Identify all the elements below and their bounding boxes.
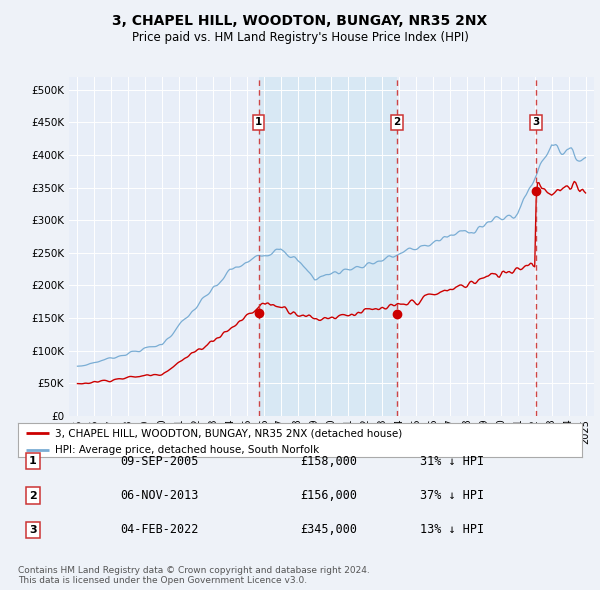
Text: 04-FEB-2022: 04-FEB-2022 <box>120 523 199 536</box>
Text: 1: 1 <box>29 457 37 466</box>
Text: 06-NOV-2013: 06-NOV-2013 <box>120 489 199 502</box>
Text: 3: 3 <box>533 117 540 127</box>
Text: Price paid vs. HM Land Registry's House Price Index (HPI): Price paid vs. HM Land Registry's House … <box>131 31 469 44</box>
Text: 31% ↓ HPI: 31% ↓ HPI <box>420 455 484 468</box>
Bar <box>259 77 397 416</box>
Text: Contains HM Land Registry data © Crown copyright and database right 2024.
This d: Contains HM Land Registry data © Crown c… <box>18 566 370 585</box>
Text: 09-SEP-2005: 09-SEP-2005 <box>120 455 199 468</box>
Text: 13% ↓ HPI: 13% ↓ HPI <box>420 523 484 536</box>
Text: 2: 2 <box>393 117 400 127</box>
Text: 1: 1 <box>255 117 262 127</box>
Text: 2: 2 <box>29 491 37 500</box>
Text: 3: 3 <box>29 525 37 535</box>
Text: 37% ↓ HPI: 37% ↓ HPI <box>420 489 484 502</box>
Text: £158,000: £158,000 <box>300 455 357 468</box>
Text: £156,000: £156,000 <box>300 489 357 502</box>
Text: HPI: Average price, detached house, South Norfolk: HPI: Average price, detached house, Sout… <box>55 445 319 455</box>
Text: 3, CHAPEL HILL, WOODTON, BUNGAY, NR35 2NX: 3, CHAPEL HILL, WOODTON, BUNGAY, NR35 2N… <box>112 14 488 28</box>
Text: 3, CHAPEL HILL, WOODTON, BUNGAY, NR35 2NX (detached house): 3, CHAPEL HILL, WOODTON, BUNGAY, NR35 2N… <box>55 428 402 438</box>
Text: £345,000: £345,000 <box>300 523 357 536</box>
